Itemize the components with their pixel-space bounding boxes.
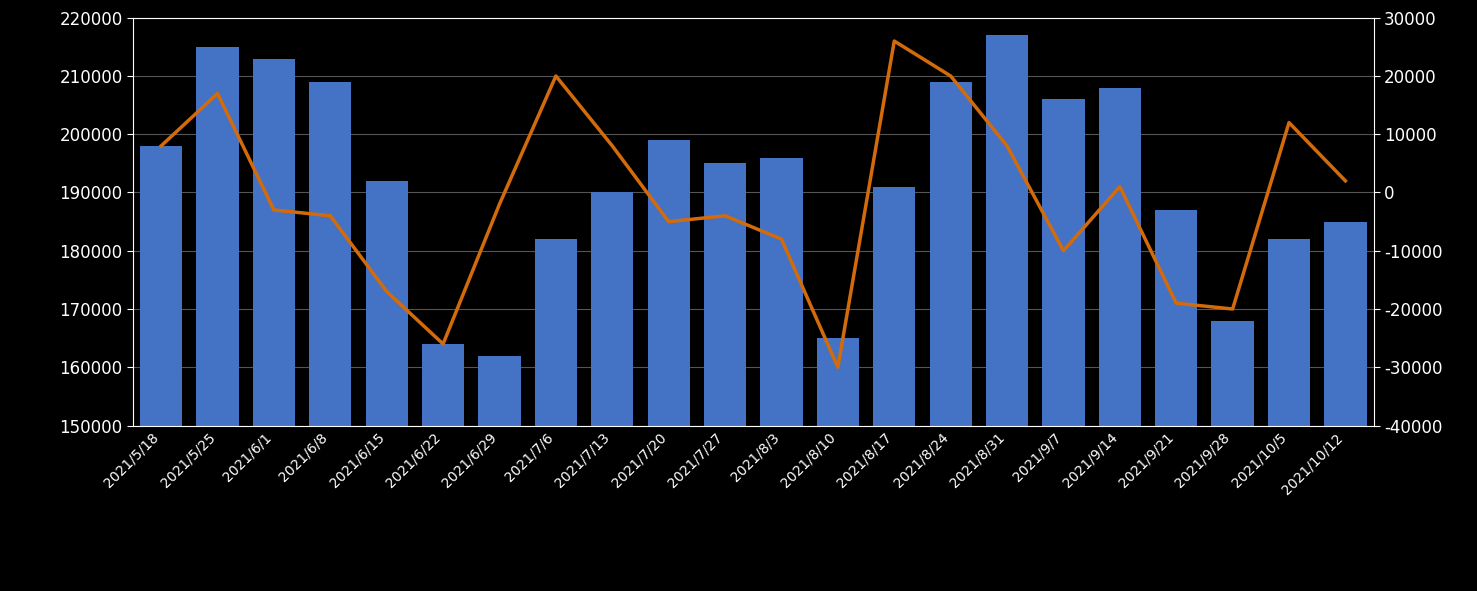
Bar [705, 163, 746, 591]
Bar [817, 338, 860, 591]
Bar [987, 35, 1028, 591]
Bar [647, 140, 690, 591]
Bar [366, 181, 408, 591]
Bar [1211, 321, 1254, 591]
Bar [1099, 87, 1140, 591]
Bar [196, 47, 239, 591]
Bar [761, 158, 802, 591]
Bar [1155, 210, 1198, 591]
Bar [309, 82, 352, 591]
Bar [479, 356, 521, 591]
Bar [1325, 222, 1366, 591]
Bar [253, 59, 295, 591]
Bar [929, 82, 972, 591]
Bar [591, 193, 634, 591]
Bar [140, 146, 182, 591]
Bar [535, 239, 578, 591]
Bar [422, 344, 464, 591]
Bar [1043, 99, 1084, 591]
Bar [873, 187, 916, 591]
Bar [1267, 239, 1310, 591]
